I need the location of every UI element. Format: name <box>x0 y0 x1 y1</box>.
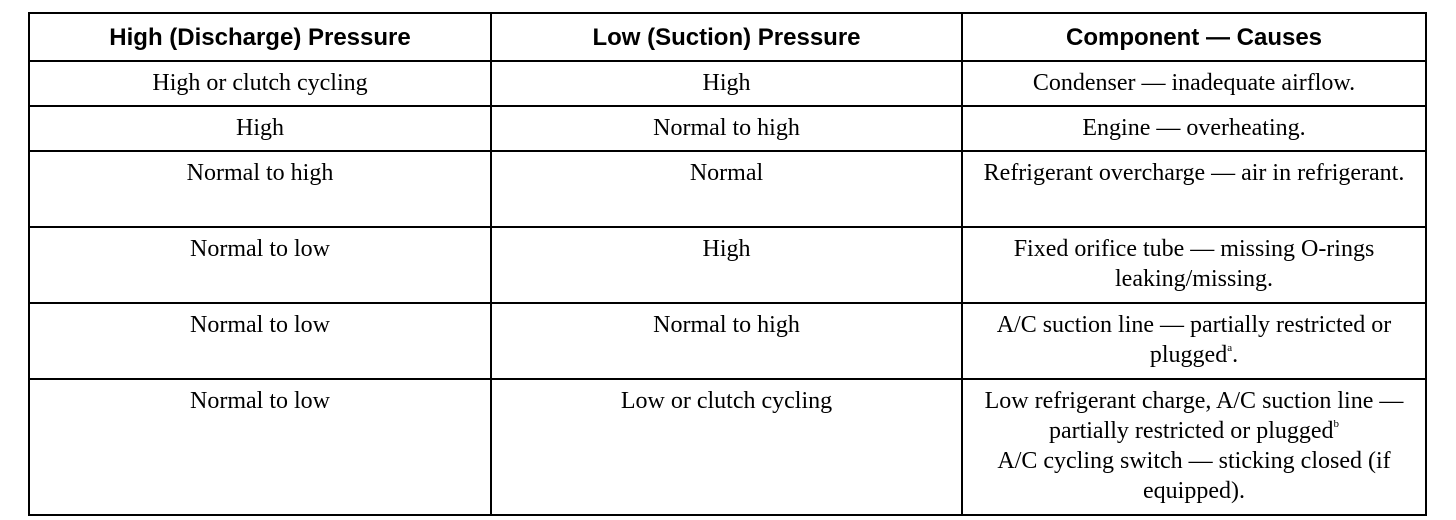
cell-low-pressure: Low or clutch cycling <box>490 378 963 516</box>
cell-low-pressure: Normal to high <box>490 105 963 152</box>
cause-text-end: . <box>1232 342 1239 368</box>
table-row: High Normal to high Engine — overheating… <box>28 105 1427 152</box>
table-row: Normal to low Normal to high A/C suction… <box>28 302 1427 380</box>
header-component-causes: Component — Causes <box>961 12 1427 62</box>
table-row: Normal to low Low or clutch cycling Low … <box>28 378 1427 516</box>
cell-low-pressure: High <box>490 226 963 304</box>
cell-cause: A/C suction line — partially restricted … <box>961 302 1427 380</box>
cell-low-pressure: Normal to high <box>490 302 963 380</box>
pressure-diagnosis-table: High (Discharge) Pressure Low (Suction) … <box>28 12 1427 516</box>
cell-cause: Low refrigerant charge, A/C suction line… <box>961 378 1427 516</box>
cell-cause: Engine — overheating. <box>961 105 1427 152</box>
footnote-marker: a <box>1227 342 1233 354</box>
cell-high-pressure: High or clutch cycling <box>28 60 492 107</box>
header-low-pressure: Low (Suction) Pressure <box>490 12 963 62</box>
footnote-marker: b <box>1333 418 1340 430</box>
cell-cause: Refrigerant overcharge — air in refriger… <box>961 150 1427 228</box>
cell-high-pressure: Normal to high <box>28 150 492 228</box>
table-header-row: High (Discharge) Pressure Low (Suction) … <box>28 12 1427 62</box>
header-high-pressure: High (Discharge) Pressure <box>28 12 492 62</box>
cause-text: Low refrigerant charge, A/C suction line… <box>984 388 1404 444</box>
cause-text-line2: A/C cycling switch — sticking closed (if… <box>997 448 1391 504</box>
cause-text: A/C suction line — partially restricted … <box>996 312 1392 368</box>
cell-high-pressure: Normal to low <box>28 302 492 380</box>
cell-high-pressure: High <box>28 105 492 152</box>
cell-high-pressure: Normal to low <box>28 226 492 304</box>
table-row: Normal to low High Fixed orifice tube — … <box>28 226 1427 304</box>
cell-high-pressure: Normal to low <box>28 378 492 516</box>
table-row: High or clutch cycling High Condenser — … <box>28 60 1427 107</box>
cell-cause: Fixed orifice tube — missing O-rings lea… <box>961 226 1427 304</box>
cell-low-pressure: Normal <box>490 150 963 228</box>
cell-low-pressure: High <box>490 60 963 107</box>
cell-cause: Condenser — inadequate airflow. <box>961 60 1427 107</box>
table-row: Normal to high Normal Refrigerant overch… <box>28 150 1427 228</box>
